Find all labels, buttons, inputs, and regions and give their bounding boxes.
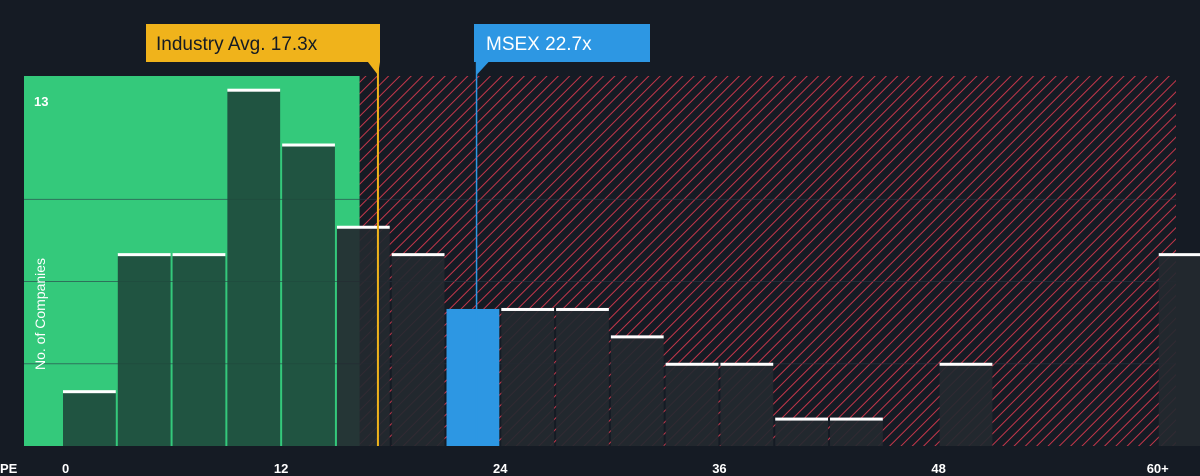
bar-cap xyxy=(282,143,335,147)
bar-cap xyxy=(610,335,664,339)
histogram-bar xyxy=(665,363,719,446)
industry-avg-label: Industry Avg. 17.3x xyxy=(156,34,318,55)
bar-cap xyxy=(501,307,555,311)
histogram-bar xyxy=(775,418,829,446)
bar-cap xyxy=(830,417,883,421)
histogram-bar xyxy=(556,308,609,446)
bar-cap xyxy=(1158,253,1200,257)
bar-cap xyxy=(391,253,445,257)
x-axis-label: PE xyxy=(0,461,18,476)
bar-cap xyxy=(336,225,390,229)
industry-avg-callout xyxy=(146,24,380,75)
x-tick-label: 24 xyxy=(493,461,508,476)
x-tick-label: 36 xyxy=(712,461,726,476)
histogram-bar xyxy=(830,418,883,446)
bar-cap xyxy=(227,88,281,92)
x-tick-label: 12 xyxy=(274,461,288,476)
y-axis-label: No. of Companies xyxy=(32,258,48,370)
x-tick-label: 60+ xyxy=(1147,461,1169,476)
bar-cap xyxy=(939,362,993,366)
bar-cap xyxy=(556,307,609,311)
histogram-bar xyxy=(446,308,500,446)
histogram-bar xyxy=(720,363,774,446)
histogram-bar xyxy=(282,144,335,446)
histogram-bar xyxy=(227,89,281,446)
bar-cap xyxy=(665,362,719,366)
company-callout xyxy=(474,24,650,75)
bar-cap xyxy=(117,253,171,257)
bar-cap xyxy=(720,362,774,366)
histogram-bar xyxy=(1158,254,1200,446)
bar-cap xyxy=(172,253,226,257)
bar-cap xyxy=(63,390,116,394)
histogram-bar xyxy=(939,363,993,446)
histogram-bar xyxy=(63,391,116,446)
histogram-bar xyxy=(610,336,664,446)
histogram-bar xyxy=(501,308,555,446)
company-label: MSEX 22.7x xyxy=(486,34,592,55)
histogram-bar xyxy=(117,254,171,446)
histogram-bar xyxy=(172,254,226,446)
x-tick-label: 48 xyxy=(931,461,945,476)
histogram-bar xyxy=(336,226,390,446)
histogram-bar xyxy=(391,254,445,446)
bar-cap xyxy=(775,417,829,421)
y-top-value: 13 xyxy=(34,94,48,109)
x-tick-label: 0 xyxy=(62,461,69,476)
